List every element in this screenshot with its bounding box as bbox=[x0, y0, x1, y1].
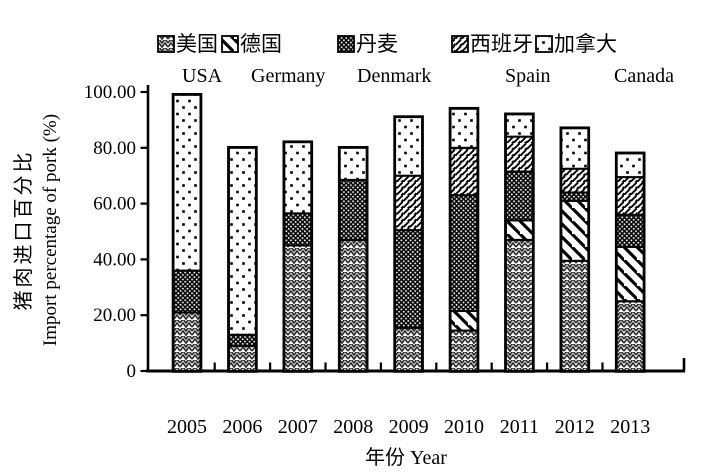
x-tick-label: 2013 bbox=[610, 416, 650, 438]
bar-segment-2009-denmark bbox=[394, 229, 424, 329]
y-axis-title-en: Import percentage of pork (%) bbox=[40, 114, 61, 346]
bar-outline bbox=[227, 146, 258, 373]
bar-segment-2013-spain bbox=[615, 176, 645, 216]
y-tick-label: 100.00 bbox=[84, 82, 136, 103]
bar-2011: 2011 bbox=[500, 112, 539, 438]
bar-segment-2010-usa bbox=[449, 329, 479, 373]
legend-item-canada: 加拿大 Canada bbox=[535, 32, 674, 87]
x-tick-label: 2009 bbox=[389, 416, 429, 438]
bar-segment-2007-canada bbox=[283, 141, 313, 215]
bar-outline bbox=[448, 106, 480, 373]
x-tick-label: 2006 bbox=[222, 416, 262, 438]
legend-label-zh: 加拿大 bbox=[554, 32, 617, 56]
bar-segment-2009-canada bbox=[394, 116, 424, 177]
bar-segment-2008-canada bbox=[338, 146, 368, 181]
x-tick-label: 2008 bbox=[333, 416, 373, 438]
x-tick-label: 2012 bbox=[555, 416, 595, 438]
y-tick-label: 40.00 bbox=[93, 249, 136, 270]
legend-label-zh: 西班牙 bbox=[470, 32, 533, 56]
bar-segment-2008-denmark bbox=[338, 178, 368, 241]
bar-segment-2011-denmark bbox=[504, 170, 534, 222]
bar-segment-2013-denmark bbox=[615, 213, 645, 248]
bar-segment-2006-usa bbox=[227, 344, 257, 373]
bar-2013: 2013 bbox=[610, 151, 650, 438]
bar-2010: 2010 bbox=[444, 106, 484, 438]
bar-2009: 2009 bbox=[389, 115, 429, 438]
legend-item-germany: 德国 Germany bbox=[221, 32, 325, 87]
bar-segment-2012-usa bbox=[560, 259, 590, 373]
bar-segment-2011-germany bbox=[504, 219, 534, 241]
legend-item-usa: 美国 USA bbox=[157, 32, 223, 87]
bar-segment-2013-canada bbox=[615, 152, 645, 179]
bar-segment-2005-usa bbox=[172, 311, 202, 373]
axis-titles: 年份 Year 猪肉进口百分比 Import percentage of pork … bbox=[12, 114, 447, 469]
bar-2012: 2012 bbox=[555, 126, 595, 438]
bars: 2005 2006 2007 2008 2009 2010 2011 2012 2013 bbox=[167, 92, 650, 438]
bar-segment-2010-denmark bbox=[449, 194, 479, 313]
bar-segment-2012-denmark bbox=[560, 191, 590, 202]
bar-outline bbox=[171, 92, 203, 373]
legend-label-zh: 美国 bbox=[176, 32, 218, 56]
bar-2007: 2007 bbox=[278, 140, 318, 438]
legend-label-en: Germany bbox=[251, 65, 325, 87]
bar-outline bbox=[504, 112, 535, 373]
y-tick-label: 60.00 bbox=[93, 194, 136, 215]
bar-segment-2010-canada bbox=[449, 107, 479, 149]
bar-outline bbox=[393, 115, 424, 373]
legend-swatch-denmark bbox=[337, 35, 355, 53]
bar-outline bbox=[559, 126, 591, 373]
bar-segment-2011-canada bbox=[504, 113, 534, 138]
legend-swatch-spain bbox=[451, 35, 469, 53]
bar-segment-2006-canada bbox=[227, 146, 257, 336]
x-axis-title: 年份 Year bbox=[365, 446, 447, 469]
x-tick-label: 2010 bbox=[444, 416, 484, 438]
legend-item-spain: 西班牙 Spain bbox=[451, 32, 551, 87]
legend-swatch-germany bbox=[221, 35, 239, 53]
bar-segment-2007-usa bbox=[283, 244, 313, 372]
legend-label-en: Denmark bbox=[357, 65, 431, 87]
legend-swatch-usa bbox=[157, 35, 175, 53]
bar-outline bbox=[282, 140, 314, 373]
y-tick-label: 80.00 bbox=[93, 138, 136, 159]
legend-swatch-canada bbox=[535, 35, 553, 53]
bar-2005: 2005 bbox=[167, 92, 207, 438]
y-tick-label: 0 bbox=[127, 361, 137, 382]
axes: 100.00 80.00 60.00 40.00 20.00 0 bbox=[84, 82, 686, 382]
bar-segment-2013-usa bbox=[615, 300, 645, 372]
bar-segment-2008-usa bbox=[338, 238, 368, 372]
x-tick-label: 2007 bbox=[278, 416, 318, 438]
x-tick-label: 2011 bbox=[500, 416, 539, 438]
bar-segment-2006-denmark bbox=[227, 333, 257, 347]
bar-segment-2007-denmark bbox=[283, 212, 313, 247]
bar-segment-2005-denmark bbox=[172, 269, 202, 314]
bar-segment-2010-germany bbox=[449, 310, 479, 332]
bar-segment-2011-spain bbox=[504, 135, 534, 173]
bar-segment-2012-spain bbox=[560, 167, 590, 194]
x-tick-label: 2005 bbox=[167, 416, 207, 438]
bar-segment-2011-usa bbox=[504, 238, 534, 372]
y-axis-title-zh: 猪肉进口百分比 bbox=[12, 150, 35, 311]
bar-segment-2012-germany bbox=[560, 199, 590, 262]
legend-item-denmark: 丹麦 Denmark bbox=[337, 32, 431, 87]
bar-segment-2009-usa bbox=[394, 326, 424, 373]
bar-outline bbox=[337, 146, 369, 373]
bar-2008: 2008 bbox=[333, 146, 373, 438]
bar-outline bbox=[614, 151, 646, 373]
legend-label-zh: 德国 bbox=[240, 32, 282, 56]
legend-label-en: USA bbox=[182, 65, 223, 87]
legend-label-en: Spain bbox=[505, 65, 551, 87]
bar-segment-2013-germany bbox=[615, 245, 645, 303]
bar-segment-2012-canada bbox=[560, 127, 590, 170]
legend-label-zh: 丹麦 bbox=[356, 32, 398, 56]
bar-segment-2009-spain bbox=[394, 174, 424, 232]
legend-label-en: Canada bbox=[614, 65, 674, 87]
bar-2006: 2006 bbox=[222, 146, 262, 438]
y-tick-label: 20.00 bbox=[93, 305, 136, 326]
bar-segment-2005-canada bbox=[172, 93, 202, 272]
bar-segment-2010-spain bbox=[449, 146, 479, 197]
